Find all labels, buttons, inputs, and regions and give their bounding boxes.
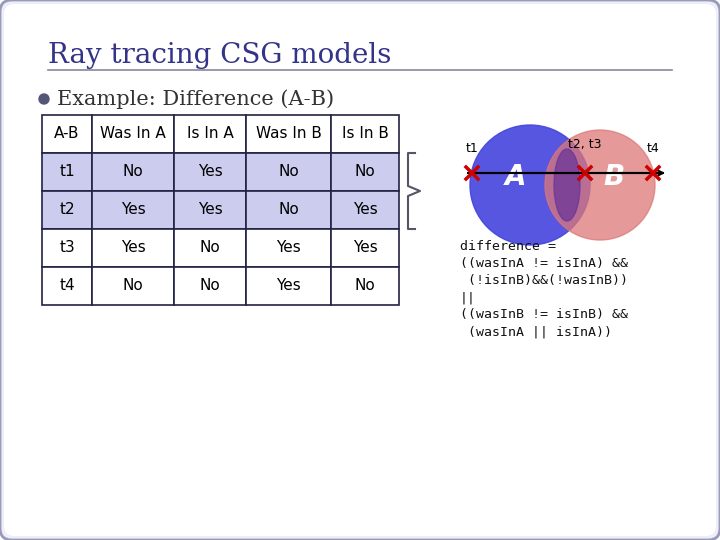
Text: t2, t3: t2, t3	[568, 138, 602, 151]
Text: t4: t4	[647, 142, 660, 155]
Bar	[174, 229, 246, 267]
Text: No: No	[122, 279, 143, 294]
Text: t1: t1	[59, 165, 75, 179]
Text: Is In A: Is In A	[186, 126, 233, 141]
Bar	[174, 115, 246, 153]
Text: Yes: Yes	[197, 202, 222, 218]
Bar	[42, 229, 92, 267]
Text: Yes: Yes	[353, 202, 377, 218]
Bar	[331, 153, 399, 191]
Ellipse shape	[554, 149, 580, 221]
Bar	[331, 229, 399, 267]
Circle shape	[39, 94, 49, 104]
Bar	[42, 191, 92, 229]
Text: t4: t4	[59, 279, 75, 294]
Bar	[174, 267, 246, 305]
Text: ((wasInA != isInA) &&: ((wasInA != isInA) &&	[460, 257, 628, 270]
Text: A-B: A-B	[54, 126, 80, 141]
Text: Yes: Yes	[276, 279, 301, 294]
Text: Yes: Yes	[121, 202, 145, 218]
Text: (!isInB)&&(!wasInB)): (!isInB)&&(!wasInB))	[460, 274, 628, 287]
Bar	[92, 229, 174, 267]
Text: Ray tracing CSG models: Ray tracing CSG models	[48, 42, 392, 69]
Text: A: A	[505, 163, 527, 191]
Bar	[92, 115, 174, 153]
Text: No: No	[199, 240, 220, 255]
Bar	[174, 191, 246, 229]
Bar	[92, 153, 174, 191]
Text: ((wasInB != isInB) &&: ((wasInB != isInB) &&	[460, 308, 628, 321]
Text: t3: t3	[59, 240, 75, 255]
Text: t2: t2	[59, 202, 75, 218]
Text: B: B	[603, 163, 624, 191]
Bar	[246, 229, 331, 267]
Bar	[92, 267, 174, 305]
Text: Yes: Yes	[121, 240, 145, 255]
Text: No: No	[355, 165, 375, 179]
Text: No: No	[278, 202, 299, 218]
Text: Example: Difference (A-B): Example: Difference (A-B)	[57, 89, 334, 109]
Text: t1: t1	[466, 142, 478, 155]
Bar	[246, 115, 331, 153]
Text: difference =: difference =	[460, 240, 556, 253]
Bar	[42, 267, 92, 305]
Bar	[331, 267, 399, 305]
Text: Yes: Yes	[276, 240, 301, 255]
Text: No: No	[355, 279, 375, 294]
Text: Yes: Yes	[353, 240, 377, 255]
Text: No: No	[278, 165, 299, 179]
Bar	[42, 115, 92, 153]
Text: Is In B: Is In B	[341, 126, 388, 141]
Text: (wasInA || isInA)): (wasInA || isInA))	[460, 325, 612, 338]
Bar	[42, 153, 92, 191]
FancyBboxPatch shape	[4, 4, 716, 536]
Text: Was In A: Was In A	[100, 126, 166, 141]
Bar	[331, 191, 399, 229]
Bar	[331, 115, 399, 153]
Circle shape	[470, 125, 590, 245]
Text: ||: ||	[460, 291, 476, 304]
Text: Was In B: Was In B	[256, 126, 321, 141]
Bar	[246, 191, 331, 229]
Bar	[246, 267, 331, 305]
Text: Yes: Yes	[197, 165, 222, 179]
Text: No: No	[122, 165, 143, 179]
Text: No: No	[199, 279, 220, 294]
Bar	[174, 153, 246, 191]
Bar	[246, 153, 331, 191]
Circle shape	[545, 130, 655, 240]
Bar	[92, 191, 174, 229]
